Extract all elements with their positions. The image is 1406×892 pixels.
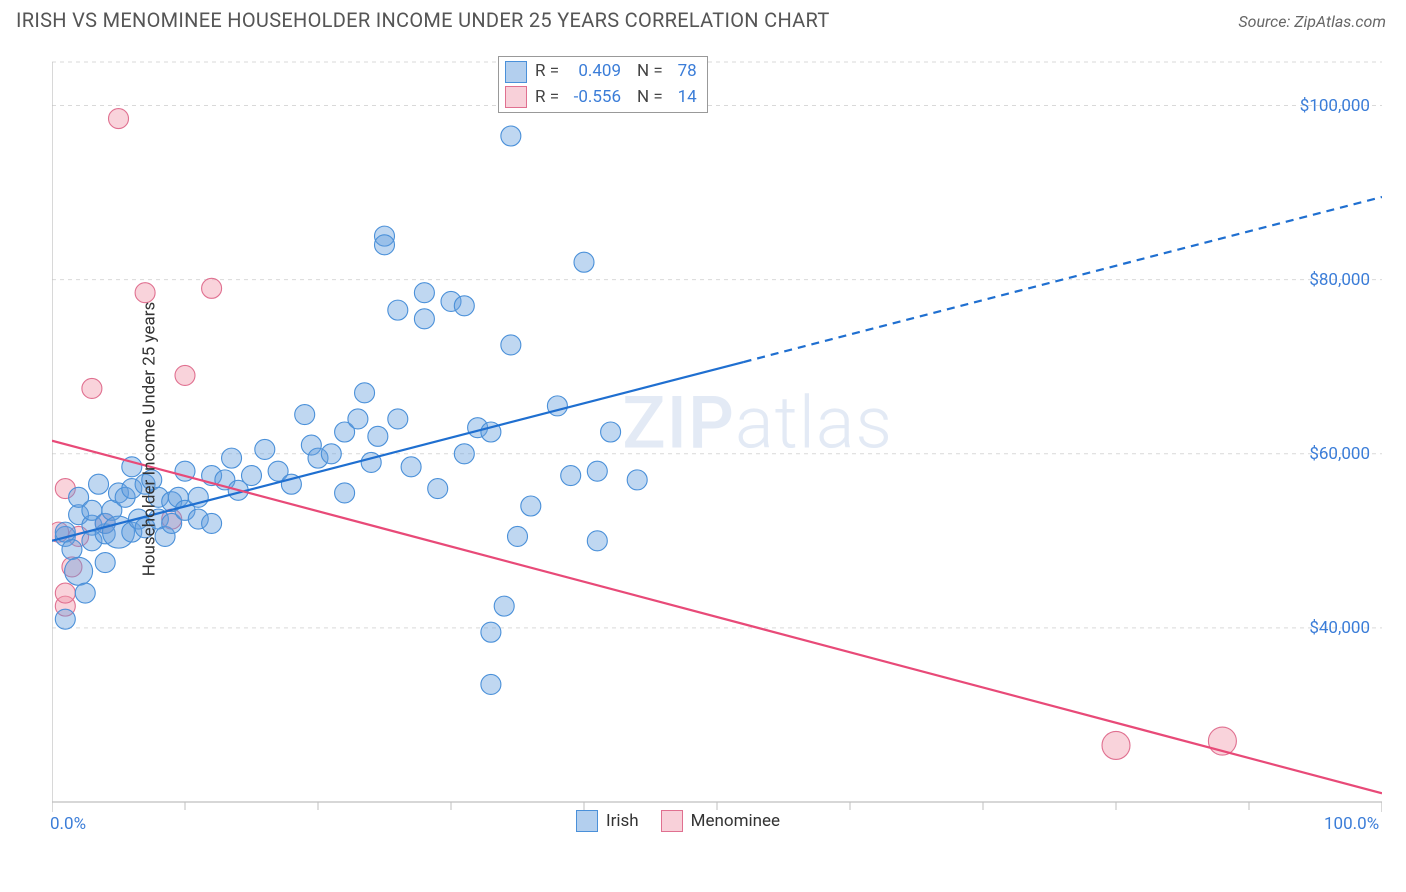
legend-label: Irish [606, 811, 639, 831]
y-tick-label: $100,000 [1300, 96, 1370, 116]
r-value: -0.556 [565, 85, 621, 111]
legend-label: Menominee [691, 811, 780, 831]
legend-swatch [505, 61, 527, 83]
legend-swatch [505, 86, 527, 108]
y-tick-label: $80,000 [1309, 270, 1370, 290]
legend-swatch [576, 810, 598, 832]
legend-item: Menominee [661, 810, 780, 832]
r-value: 0.409 [565, 59, 621, 85]
scatter-chart-svg [52, 44, 1382, 834]
y-tick-label: $60,000 [1309, 444, 1370, 464]
stats-row: R =0.409N =78 [505, 59, 697, 85]
source-attribution: Source: ZipAtlas.com [1238, 12, 1386, 31]
legend-item: Irish [576, 810, 639, 832]
chart-header: IRISH VS MENOMINEE HOUSEHOLDER INCOME UN… [0, 0, 1406, 36]
n-value: 14 [669, 85, 697, 111]
y-tick-label: $40,000 [1309, 618, 1370, 638]
series-legend: Irish Menominee [576, 810, 780, 832]
n-value: 78 [669, 59, 697, 85]
legend-swatch [661, 810, 683, 832]
x-tick-label: 0.0% [50, 814, 86, 834]
x-tick-label: 100.0% [1324, 814, 1379, 834]
y-axis-label: Householder Income Under 25 years [139, 302, 159, 577]
chart-area: Householder Income Under 25 years ZIPatl… [52, 44, 1382, 834]
stats-row: R =-0.556N =14 [505, 85, 697, 111]
chart-title: IRISH VS MENOMINEE HOUSEHOLDER INCOME UN… [16, 8, 830, 32]
correlation-stats-box: R =0.409N =78R =-0.556N =14 [498, 56, 708, 113]
